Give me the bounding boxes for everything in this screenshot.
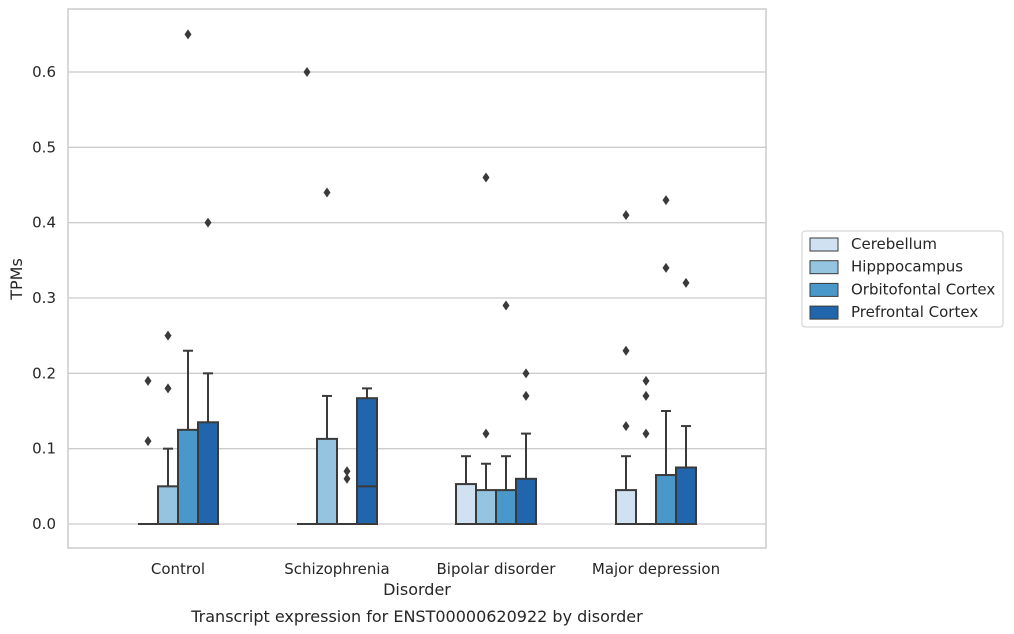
outlier-point: [642, 390, 650, 401]
y-axis-label: TPMs: [7, 258, 26, 301]
outlier-point: [164, 330, 172, 341]
box-body: [157, 485, 179, 526]
outlier-point: [482, 428, 490, 439]
box-orbitofontal-cortex: [177, 29, 199, 526]
box-cerebellum: [138, 375, 158, 525]
box-prefrontal-cortex: [356, 387, 378, 525]
x-tick-label: Schizophrenia: [284, 560, 389, 578]
box-prefrontal-cortex: [197, 217, 219, 525]
outlier-point: [622, 210, 630, 221]
outlier-point: [303, 67, 311, 77]
y-tick-label: 0.0: [32, 515, 56, 533]
box-cerebellum: [297, 67, 317, 525]
outlier-point: [682, 277, 690, 288]
box-body: [197, 421, 219, 525]
box-orbitofontal-cortex: [655, 195, 677, 525]
box-hipppocampus: [636, 375, 656, 525]
outlier-point: [642, 428, 650, 439]
legend-swatch: [809, 282, 839, 297]
box-body: [615, 489, 637, 526]
box-prefrontal-cortex: [675, 277, 697, 525]
outlier-point: [502, 300, 510, 311]
legend-frame: [801, 230, 1004, 328]
outlier-point: [343, 473, 351, 484]
outlier-point: [164, 383, 172, 394]
box-orbitofontal-cortex: [337, 466, 357, 525]
box-hipppocampus: [157, 330, 179, 526]
x-tick-label: Major depression: [592, 560, 720, 578]
outlier-point: [662, 262, 670, 273]
y-tick-label: 0.2: [32, 364, 56, 382]
legend-entries: Cerebellum Hipppocampus Orbitofontal Corte…: [809, 235, 995, 321]
y-tick-label: 0.6: [32, 63, 56, 81]
legend: Cerebellum Hipppocampus Orbitofontal Corte…: [801, 230, 1004, 328]
outlier-point: [522, 368, 530, 379]
plot-area: [67, 8, 767, 549]
box-cerebellum: [615, 210, 637, 526]
outlier-point: [642, 375, 650, 386]
box-body: [495, 489, 517, 526]
box-hipppocampus: [316, 187, 338, 525]
x-axis-label: Disorder: [383, 580, 451, 599]
box-body: [675, 466, 697, 525]
legend-swatch: [809, 260, 839, 275]
outlier-point: [522, 390, 530, 401]
outlier-point: [622, 345, 630, 356]
x-tick-labels: Control Schizophrenia Bipolar disorder Majo…: [151, 560, 720, 578]
outlier-point: [323, 187, 331, 198]
legend-label: Hipppocampus: [851, 258, 963, 276]
box-prefrontal-cortex: [515, 368, 537, 525]
box-body: [475, 489, 497, 526]
box-body: [515, 477, 537, 525]
outlier-point: [144, 436, 152, 447]
legend-label: Orbitofontal Cortex: [851, 280, 995, 298]
outlier-point: [622, 421, 630, 432]
box-hipppocampus: [475, 172, 497, 526]
outlier-point: [343, 466, 351, 477]
x-tick-label: Bipolar disorder: [437, 560, 557, 578]
y-tick-labels: 0.0 0.1 0.2 0.3 0.4 0.5 0.6: [32, 63, 56, 533]
outlier-point: [204, 217, 212, 228]
legend-label: Prefrontal Cortex: [851, 303, 978, 321]
box-cerebellum: [455, 455, 477, 525]
box-layer: [138, 29, 697, 526]
box-body: [655, 474, 677, 525]
chart-caption: Transcript expression for ENST0000062092…: [190, 607, 643, 626]
outlier-point: [184, 29, 192, 40]
y-tick-label: 0.4: [32, 214, 56, 232]
y-tick-label: 0.5: [32, 138, 56, 156]
box-body: [356, 397, 378, 525]
x-tick-label: Control: [151, 560, 205, 578]
legend-swatch: [809, 305, 839, 320]
outlier-point: [144, 375, 152, 386]
outlier-point: [482, 172, 490, 183]
legend-label: Cerebellum: [851, 235, 937, 253]
outlier-point: [662, 195, 670, 206]
gridlines: [68, 71, 766, 525]
box-body: [455, 483, 477, 525]
y-tick-label: 0.1: [32, 440, 56, 458]
box-body: [316, 437, 338, 525]
box-body: [177, 428, 199, 526]
box-orbitofontal-cortex: [495, 300, 517, 526]
y-tick-label: 0.3: [32, 289, 56, 307]
legend-swatch: [809, 237, 839, 252]
